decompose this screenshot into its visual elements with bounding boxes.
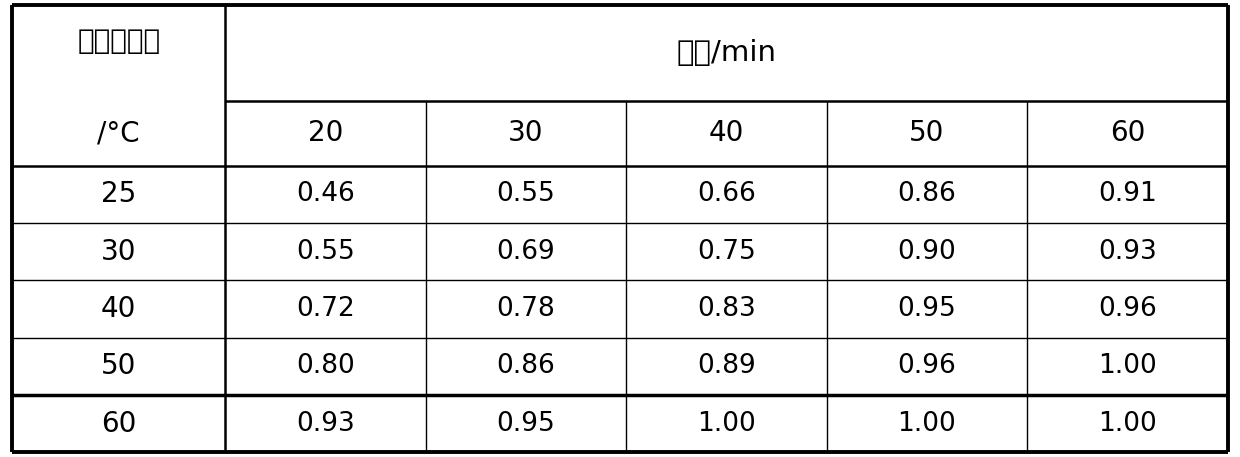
- Text: 30: 30: [508, 119, 543, 147]
- Text: 50: 50: [909, 119, 945, 147]
- Text: 0.95: 0.95: [898, 296, 956, 322]
- Text: 清洗液温度: 清洗液温度: [77, 27, 160, 55]
- Text: 0.95: 0.95: [496, 411, 556, 437]
- Text: 0.75: 0.75: [697, 239, 755, 265]
- Text: 0.72: 0.72: [296, 296, 355, 322]
- Text: 1.00: 1.00: [1097, 353, 1157, 379]
- Text: 0.90: 0.90: [898, 239, 956, 265]
- Text: 40: 40: [100, 295, 136, 323]
- Text: 40: 40: [708, 119, 744, 147]
- Text: 0.78: 0.78: [496, 296, 556, 322]
- Text: 50: 50: [100, 352, 136, 380]
- Text: 0.46: 0.46: [296, 181, 355, 207]
- Text: 1.00: 1.00: [898, 411, 956, 437]
- Text: 0.93: 0.93: [1097, 239, 1157, 265]
- Text: 0.86: 0.86: [496, 353, 556, 379]
- Text: 0.89: 0.89: [697, 353, 755, 379]
- Text: 30: 30: [100, 238, 136, 266]
- Text: 1.00: 1.00: [697, 411, 755, 437]
- Text: /°C: /°C: [98, 119, 140, 147]
- Text: 0.96: 0.96: [898, 353, 956, 379]
- Text: 20: 20: [308, 119, 343, 147]
- Text: 0.69: 0.69: [496, 239, 556, 265]
- Text: 0.80: 0.80: [296, 353, 355, 379]
- Text: 时间/min: 时间/min: [676, 39, 776, 67]
- Text: 0.66: 0.66: [697, 181, 755, 207]
- Text: 0.91: 0.91: [1097, 181, 1157, 207]
- Text: 0.83: 0.83: [697, 296, 755, 322]
- Text: 0.96: 0.96: [1097, 296, 1157, 322]
- Text: 0.86: 0.86: [898, 181, 956, 207]
- Text: 0.93: 0.93: [296, 411, 355, 437]
- Text: 0.55: 0.55: [496, 181, 556, 207]
- Text: 60: 60: [100, 410, 136, 438]
- Text: 25: 25: [102, 181, 136, 208]
- Text: 0.55: 0.55: [296, 239, 355, 265]
- Text: 1.00: 1.00: [1097, 411, 1157, 437]
- Text: 60: 60: [1110, 119, 1145, 147]
